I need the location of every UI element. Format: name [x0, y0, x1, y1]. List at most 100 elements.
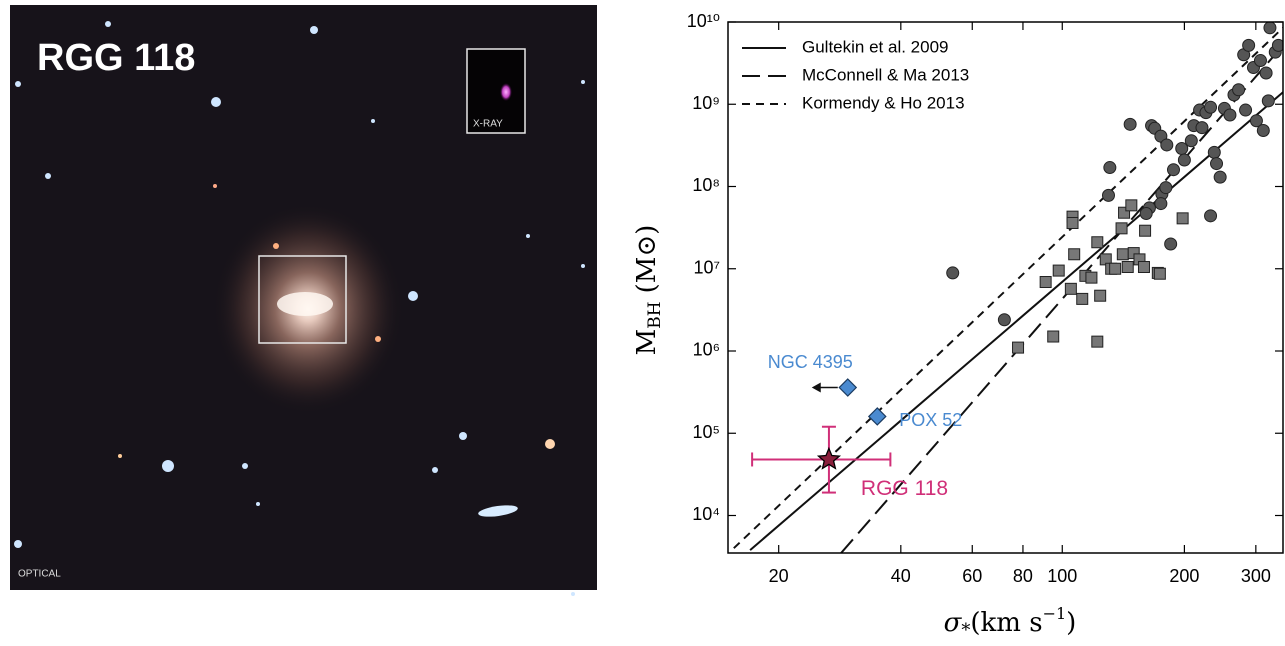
corner-label: OPTICAL — [18, 569, 61, 580]
data-point — [1091, 335, 1104, 348]
data-point — [1103, 161, 1117, 175]
data-point — [1210, 157, 1224, 171]
data-point — [1076, 292, 1089, 305]
data-point — [1166, 163, 1180, 177]
data-point — [1154, 129, 1168, 143]
x-tick-label: 40 — [891, 566, 911, 586]
y-axis-label: MBH (M⊙) — [632, 225, 665, 356]
y-tick-label: 10⁵ — [693, 422, 720, 442]
x-label-sub: * — [961, 620, 970, 641]
y-tick-label: 10⁴ — [692, 504, 720, 524]
data-point — [1176, 212, 1189, 225]
x-label-symbol: σ — [944, 608, 963, 638]
inset-label: X-RAY — [473, 119, 503, 130]
data-point — [1242, 38, 1256, 52]
plot-frame — [727, 21, 1284, 554]
highlight-label: NGC 4395 — [768, 352, 853, 372]
data-point — [1101, 188, 1115, 202]
highlight-label: RGG 118 — [861, 477, 948, 500]
data-point — [1253, 54, 1267, 68]
data-point — [1204, 209, 1218, 223]
data-point — [1195, 121, 1209, 135]
x-tick-label: 100 — [1047, 566, 1077, 586]
legend-label: Kormendy & Ho 2013 — [802, 93, 965, 112]
x-tick-label: 300 — [1241, 566, 1271, 586]
x-label-unit: (km s — [970, 608, 1042, 638]
data-point — [1256, 123, 1270, 137]
y-tick-label: 10⁷ — [693, 257, 720, 277]
stars — [14, 21, 585, 596]
data-point — [1153, 267, 1166, 280]
data-point — [1121, 261, 1134, 274]
highlight-point — [867, 407, 887, 426]
data-point — [1160, 138, 1174, 152]
x-tick-label: 80 — [1013, 566, 1033, 586]
y-tick-label: 10⁶ — [693, 340, 720, 360]
y-label-unit: (M⊙) — [632, 225, 662, 294]
y-tick-label: 10⁸ — [692, 175, 720, 195]
data-point — [1184, 134, 1198, 148]
highlight-label: POX 52 — [899, 410, 962, 430]
data-point — [1204, 100, 1218, 114]
fit-line — [840, 44, 1283, 553]
data-point — [1223, 108, 1237, 122]
data-point — [1261, 94, 1275, 108]
data-point — [1066, 216, 1079, 229]
data-point — [1271, 38, 1283, 52]
data-point — [1239, 103, 1253, 117]
xray-source — [500, 83, 512, 101]
x-tick-label: 200 — [1169, 566, 1199, 586]
data-point — [1125, 199, 1138, 212]
data-point — [1177, 153, 1191, 167]
edge-on-galaxy — [478, 505, 518, 517]
data-point — [1115, 222, 1128, 235]
fit-line — [749, 91, 1283, 551]
data-point — [1249, 114, 1263, 128]
data-point — [1039, 276, 1052, 289]
data-point — [1263, 22, 1277, 35]
data-point — [1123, 117, 1137, 131]
data-point — [1109, 262, 1122, 275]
data-point — [946, 266, 960, 280]
data-point — [1064, 282, 1077, 295]
y-label-sub: BH — [645, 301, 665, 328]
zoom-box — [258, 255, 347, 344]
data-point — [1116, 248, 1129, 261]
chart: MBH (M⊙) σ*(km s−1) 20 40 60 80 100 200 300 10⁴ 1… — [632, 11, 1284, 642]
data-point — [1164, 237, 1178, 251]
data-point — [1012, 341, 1025, 354]
data-point — [1091, 236, 1104, 249]
legend-label: Gultekin et al. 2009 — [802, 37, 948, 56]
highlight-point — [816, 446, 842, 470]
data-point — [1259, 66, 1273, 80]
data-point — [997, 313, 1011, 327]
y-tick-label: 10¹⁰ — [687, 11, 720, 31]
data-point — [1137, 261, 1150, 274]
x-axis-label: σ*(km s−1) — [944, 604, 1077, 642]
optical-image: RGG 118 X-RAY OPTICAL — [10, 5, 597, 596]
upper-limit-head — [811, 382, 821, 393]
data-point — [1047, 330, 1060, 343]
data-point — [1139, 206, 1153, 220]
data-point — [1094, 289, 1107, 302]
y-label-symbol: M — [632, 329, 662, 356]
highlight-point — [838, 378, 858, 397]
data-point — [1139, 224, 1152, 237]
legend-label: McConnell & Ma 2013 — [802, 65, 969, 84]
data-point — [1085, 271, 1098, 284]
y-tick-label: 10⁹ — [692, 93, 720, 113]
data-point — [1213, 170, 1227, 184]
x-tick-label: 60 — [962, 566, 982, 586]
data-point — [1118, 206, 1131, 219]
plot-area — [733, 22, 1283, 553]
data-point — [1207, 145, 1221, 159]
x-tick-label: 20 — [769, 566, 789, 586]
data-point — [1068, 248, 1081, 261]
data-point — [1232, 83, 1246, 97]
x-label-close: ) — [1066, 608, 1076, 638]
xray-inset — [466, 48, 526, 134]
data-point — [1159, 181, 1173, 195]
image-title: RGG 118 — [37, 37, 195, 79]
x-label-exp: −1 — [1043, 604, 1067, 623]
